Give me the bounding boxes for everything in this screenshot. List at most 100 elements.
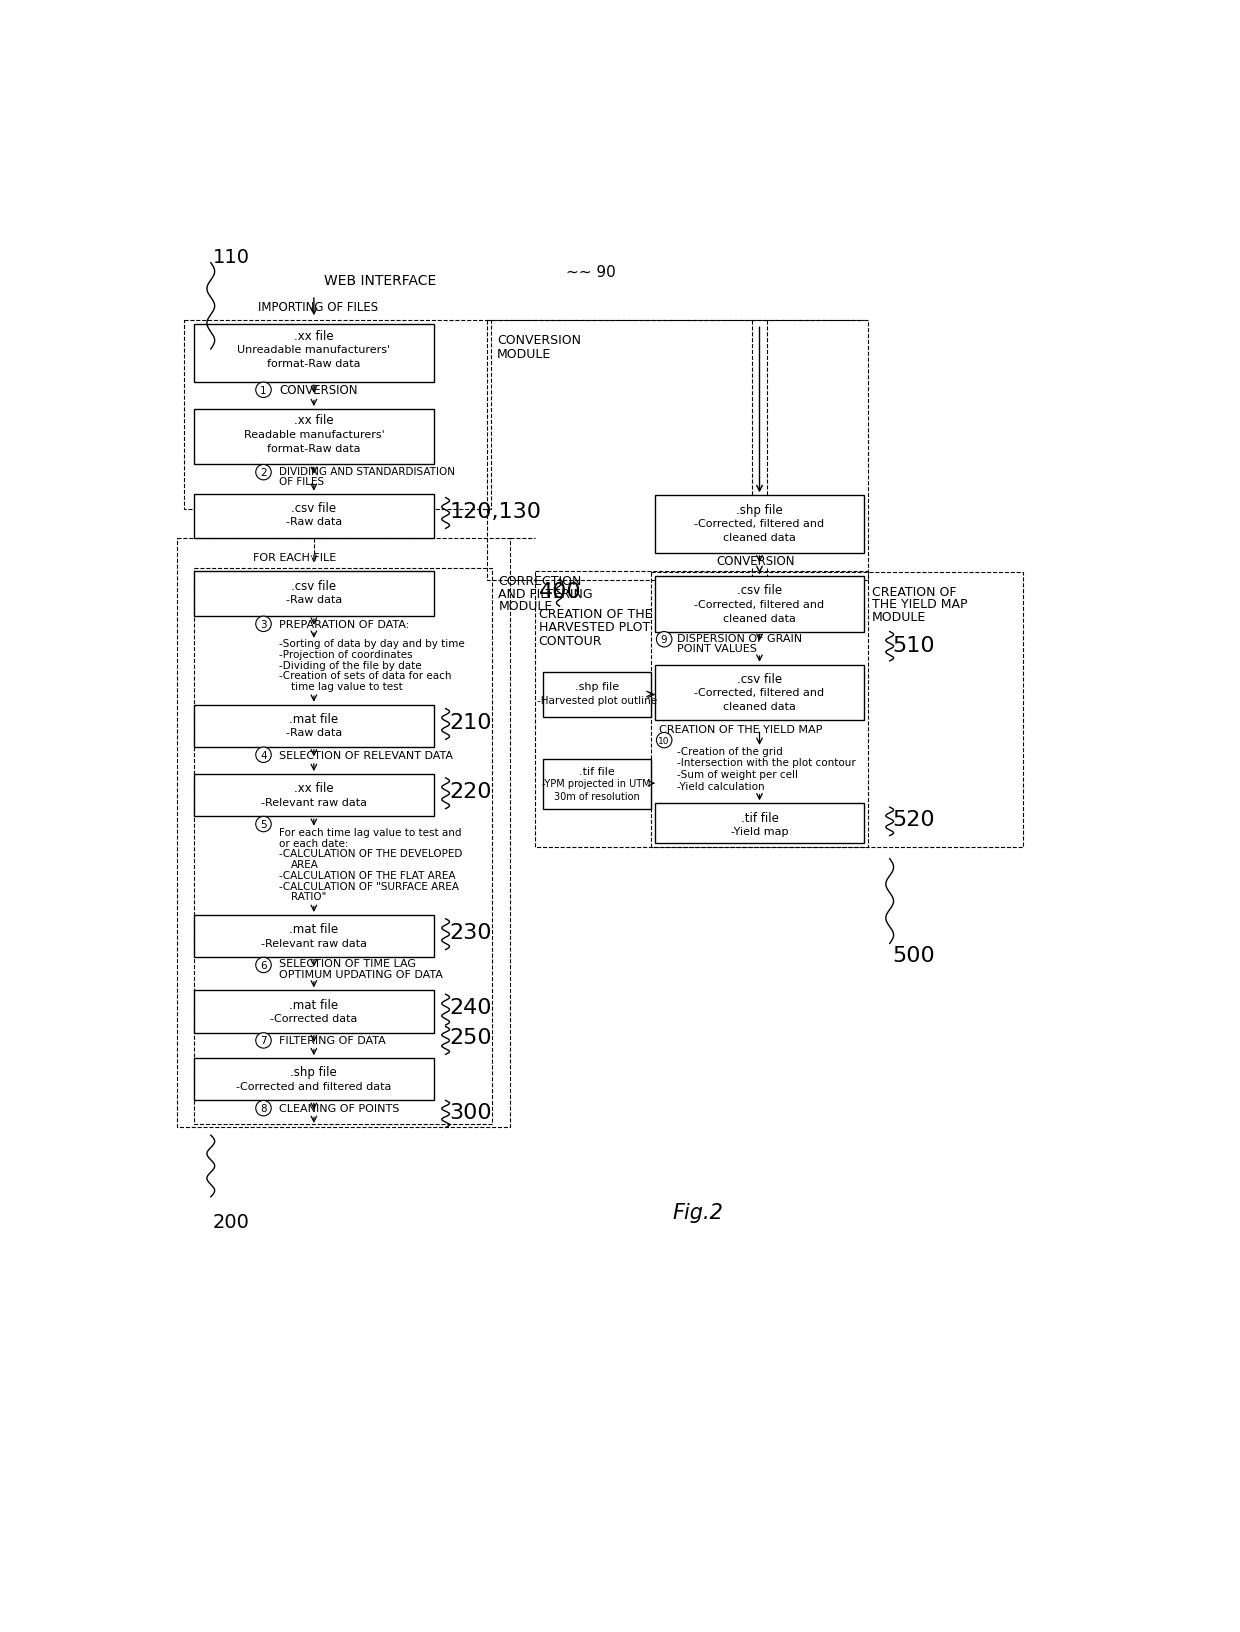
Text: IMPORTING OF FILES: IMPORTING OF FILES bbox=[258, 300, 378, 313]
Text: 240: 240 bbox=[449, 997, 492, 1018]
Circle shape bbox=[255, 465, 272, 480]
Bar bbox=[193, 410, 434, 465]
Text: .csv file: .csv file bbox=[291, 579, 336, 592]
Bar bbox=[185, 322, 491, 509]
Text: POINT VALUES: POINT VALUES bbox=[677, 645, 756, 654]
Text: 200: 200 bbox=[213, 1213, 250, 1232]
Text: CONTOUR: CONTOUR bbox=[538, 635, 603, 648]
Text: Readable manufacturers': Readable manufacturers' bbox=[243, 429, 384, 439]
Text: -Raw data: -Raw data bbox=[285, 517, 342, 527]
Text: AREA: AREA bbox=[290, 860, 319, 870]
Circle shape bbox=[255, 1033, 272, 1048]
Text: 4: 4 bbox=[260, 751, 267, 761]
Text: HARVESTED PLOT: HARVESTED PLOT bbox=[538, 622, 650, 635]
Text: MODULE: MODULE bbox=[872, 610, 926, 623]
Bar bbox=[193, 568, 492, 1124]
Text: -Yield map: -Yield map bbox=[730, 826, 789, 837]
Text: 2: 2 bbox=[260, 468, 267, 478]
Text: Fig.2: Fig.2 bbox=[672, 1203, 723, 1222]
Text: CONVERSION: CONVERSION bbox=[497, 335, 580, 348]
Text: PREPARATION OF DATA:: PREPARATION OF DATA: bbox=[279, 620, 409, 630]
Text: -Creation of the grid: -Creation of the grid bbox=[677, 746, 782, 757]
Text: cleaned data: cleaned data bbox=[723, 532, 796, 542]
Text: .shp file: .shp file bbox=[737, 503, 782, 516]
Text: Unreadable manufacturers': Unreadable manufacturers' bbox=[237, 344, 391, 354]
Text: -Corrected, filtered and: -Corrected, filtered and bbox=[694, 519, 825, 529]
Bar bbox=[193, 916, 434, 958]
Text: MODULE: MODULE bbox=[497, 348, 551, 361]
Text: -CALCULATION OF THE DEVELOPED: -CALCULATION OF THE DEVELOPED bbox=[279, 849, 463, 858]
Bar bbox=[193, 991, 434, 1033]
Text: 230: 230 bbox=[449, 922, 492, 942]
Text: OF FILES: OF FILES bbox=[279, 477, 324, 486]
Bar bbox=[193, 325, 434, 384]
Text: 300: 300 bbox=[449, 1102, 492, 1123]
Text: 6: 6 bbox=[260, 960, 267, 971]
Text: -Relevant raw data: -Relevant raw data bbox=[260, 938, 367, 948]
Circle shape bbox=[255, 384, 272, 398]
Text: -Creation of sets of data for each: -Creation of sets of data for each bbox=[279, 671, 451, 681]
Text: .tif file: .tif file bbox=[740, 811, 779, 824]
Text: .xx file: .xx file bbox=[294, 330, 334, 343]
Text: FOR EACH FILE: FOR EACH FILE bbox=[253, 553, 336, 563]
Text: 8: 8 bbox=[260, 1103, 267, 1113]
Bar bbox=[651, 573, 1023, 847]
Text: CREATION OF THE YIELD MAP: CREATION OF THE YIELD MAP bbox=[658, 725, 822, 734]
Bar bbox=[193, 1059, 434, 1102]
Text: 400: 400 bbox=[538, 581, 582, 601]
Text: 1: 1 bbox=[260, 385, 267, 395]
Text: cleaned data: cleaned data bbox=[723, 614, 796, 623]
Text: .mat file: .mat file bbox=[289, 999, 339, 1012]
Text: CREATION OF: CREATION OF bbox=[872, 586, 956, 599]
Text: THE YIELD MAP: THE YIELD MAP bbox=[872, 597, 967, 610]
Text: OPTIMUM UPDATING OF DATA: OPTIMUM UPDATING OF DATA bbox=[279, 969, 443, 979]
Text: 120,130: 120,130 bbox=[449, 501, 542, 521]
Text: or each date:: or each date: bbox=[279, 837, 348, 849]
Text: time lag value to test: time lag value to test bbox=[290, 682, 402, 692]
Bar bbox=[176, 539, 510, 1128]
Text: 7: 7 bbox=[260, 1036, 267, 1046]
Text: -Yield calculation: -Yield calculation bbox=[677, 782, 764, 792]
Text: -Intersection with the plot contour: -Intersection with the plot contour bbox=[677, 757, 856, 769]
Bar bbox=[193, 494, 434, 539]
Bar bbox=[193, 705, 434, 747]
Text: -Corrected, filtered and: -Corrected, filtered and bbox=[694, 599, 825, 609]
Text: 520: 520 bbox=[893, 809, 935, 829]
Text: -Dividing of the file by date: -Dividing of the file by date bbox=[279, 661, 422, 671]
Text: -CALCULATION OF "SURFACE AREA: -CALCULATION OF "SURFACE AREA bbox=[279, 881, 459, 891]
Bar bbox=[655, 666, 864, 721]
Text: DISPERSION OF GRAIN: DISPERSION OF GRAIN bbox=[677, 633, 802, 643]
Circle shape bbox=[255, 818, 272, 832]
Text: WEB INTERFACE: WEB INTERFACE bbox=[324, 274, 436, 287]
Bar bbox=[543, 672, 651, 718]
Bar bbox=[655, 805, 864, 844]
Bar bbox=[193, 573, 434, 617]
Text: .shp file: .shp file bbox=[574, 682, 619, 692]
Text: 10: 10 bbox=[658, 736, 670, 746]
Text: .shp file: .shp file bbox=[290, 1066, 337, 1079]
Text: 5: 5 bbox=[260, 819, 267, 829]
Text: .csv file: .csv file bbox=[737, 584, 782, 597]
Circle shape bbox=[255, 958, 272, 973]
Bar bbox=[193, 775, 434, 818]
Text: 220: 220 bbox=[449, 782, 492, 801]
Text: CONVERSION: CONVERSION bbox=[717, 555, 795, 568]
Text: RATIO": RATIO" bbox=[290, 891, 326, 902]
Text: -Corrected, filtered and: -Corrected, filtered and bbox=[694, 689, 825, 698]
Bar bbox=[655, 576, 864, 632]
Text: ~~ 90: ~~ 90 bbox=[565, 266, 615, 281]
Text: -Corrected data: -Corrected data bbox=[270, 1013, 357, 1023]
Text: SELECTION OF RELEVANT DATA: SELECTION OF RELEVANT DATA bbox=[279, 751, 453, 761]
Text: -CALCULATION OF THE FLAT AREA: -CALCULATION OF THE FLAT AREA bbox=[279, 870, 455, 880]
Text: .csv file: .csv file bbox=[291, 501, 336, 514]
Text: CLEANING OF POINTS: CLEANING OF POINTS bbox=[279, 1103, 399, 1113]
Text: 110: 110 bbox=[213, 248, 250, 268]
Text: -Harvested plot outline: -Harvested plot outline bbox=[537, 695, 657, 705]
Circle shape bbox=[255, 617, 272, 632]
Text: .tif file: .tif file bbox=[579, 767, 615, 777]
Text: format-Raw data: format-Raw data bbox=[267, 444, 361, 454]
Text: format-Raw data: format-Raw data bbox=[267, 359, 361, 369]
Text: -Raw data: -Raw data bbox=[285, 728, 342, 738]
Bar bbox=[534, 573, 868, 847]
Text: .xx file: .xx file bbox=[294, 415, 334, 428]
